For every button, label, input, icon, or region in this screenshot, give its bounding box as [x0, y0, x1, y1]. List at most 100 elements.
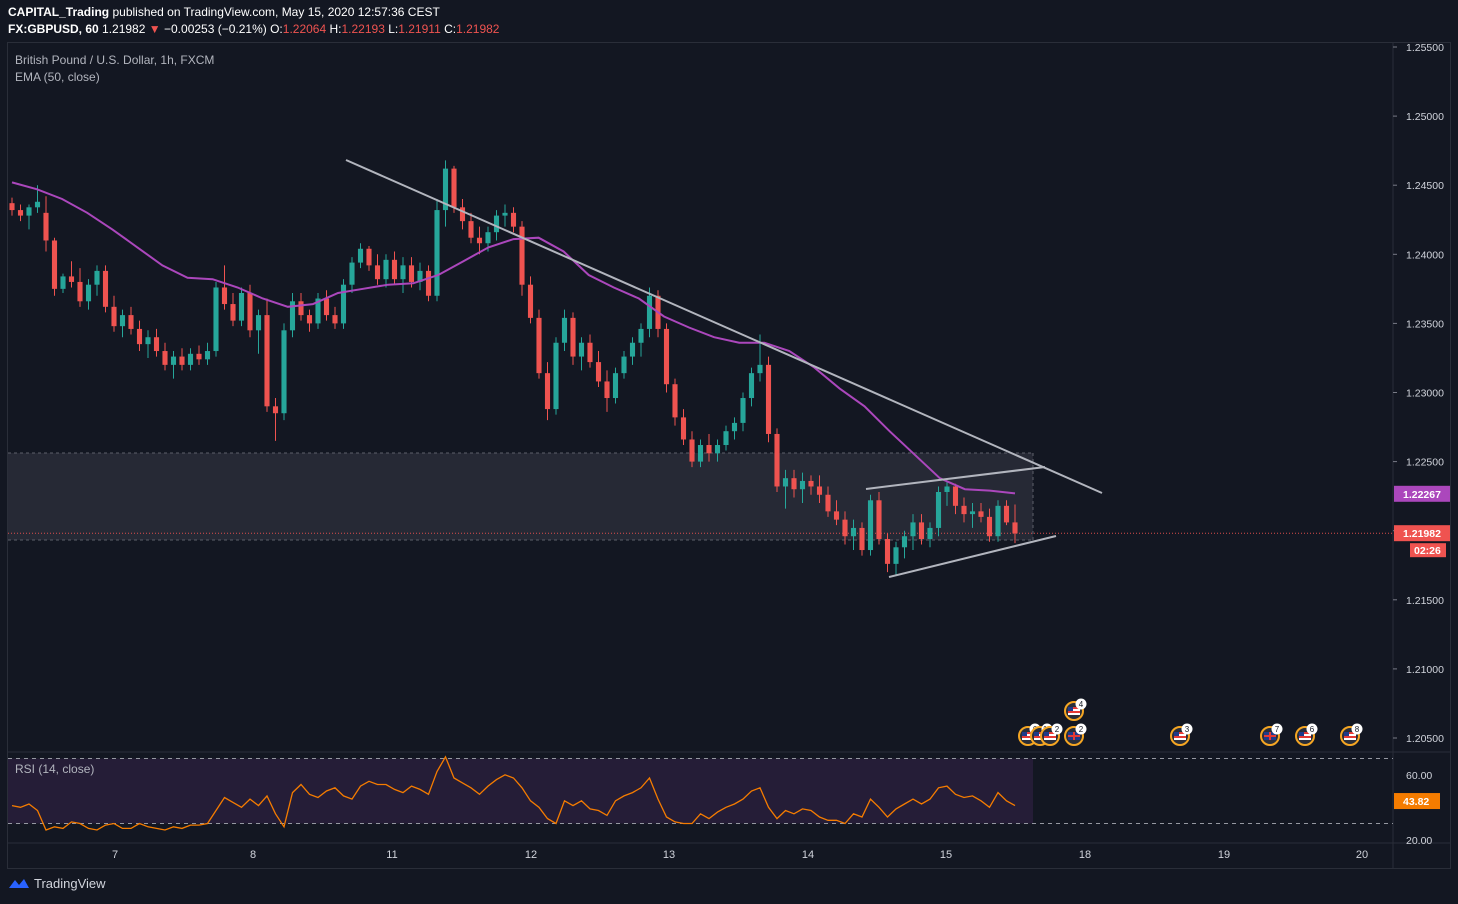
rsi-legend[interactable]: RSI (14, close)	[15, 762, 95, 776]
candle-body	[340, 284, 347, 324]
rsi-current-bg	[1394, 793, 1440, 810]
tradingview-footer[interactable]: TradingView	[8, 876, 106, 891]
high-label: H:	[329, 22, 342, 36]
rsi-tick-label: 20.00	[1406, 835, 1432, 847]
candle-body	[332, 315, 338, 324]
publisher-name[interactable]: CAPITAL_Trading	[8, 5, 110, 19]
candle-body	[782, 478, 789, 487]
candle-body	[136, 328, 143, 345]
us-flag-stripe	[1299, 732, 1311, 734]
time-tick-label: 19	[1218, 849, 1230, 861]
time-tick-label: 12	[525, 849, 537, 861]
time-tick-label: 7	[112, 849, 118, 861]
countdown-bg	[1410, 543, 1446, 558]
ema-price-label: 1.22267	[1403, 489, 1441, 501]
candle-body	[400, 265, 406, 280]
candle-body	[485, 232, 491, 244]
us-flag-stripe	[1174, 736, 1186, 738]
us-flag-canton	[1034, 732, 1039, 736]
event-count-badge	[1181, 723, 1193, 735]
candle-body	[170, 356, 177, 365]
candle-body	[255, 315, 262, 331]
event-count: 2	[1079, 725, 1084, 734]
candle-body	[60, 276, 66, 289]
candle-body	[978, 511, 984, 517]
us-flag-stripe	[1344, 736, 1356, 738]
candle-body	[901, 536, 908, 548]
down-arrow-icon: ▼	[148, 22, 161, 36]
candle-body	[162, 351, 168, 365]
candle-body	[850, 527, 857, 537]
price-tick-label: 1.24500	[1406, 180, 1444, 192]
candle-body	[952, 486, 959, 506]
candle-body	[425, 270, 432, 296]
candle-body	[927, 527, 933, 539]
candle-body	[68, 276, 75, 282]
price-tick-label: 1.22500	[1406, 457, 1444, 469]
candle-body	[383, 259, 389, 280]
candle-body	[264, 315, 270, 407]
candle-body	[34, 201, 41, 208]
candle-body	[689, 439, 695, 462]
wedge-lower-line	[888, 535, 1057, 578]
last-price: 1.21982	[102, 22, 146, 36]
us-flag-stripe	[1068, 707, 1080, 709]
candle-body	[374, 265, 381, 280]
candle-body	[791, 478, 797, 490]
candle-body	[604, 381, 610, 399]
candle-body	[612, 373, 619, 399]
candle-body	[876, 500, 882, 539]
us-flag-canton	[1022, 732, 1027, 736]
publish-info: CAPITAL_Trading published on TradingView…	[8, 5, 440, 19]
published-text: published on TradingView.com, May 15, 20…	[112, 5, 440, 19]
time-tick-label: 15	[940, 849, 952, 861]
candle-body	[714, 445, 721, 454]
candle-body	[969, 511, 976, 515]
us-flag-stripe	[1022, 736, 1034, 738]
candle-body	[646, 295, 653, 329]
price-tick-label: 1.23000	[1406, 388, 1444, 400]
candle-body	[553, 342, 559, 410]
candle-body	[85, 284, 92, 302]
candle-body	[561, 317, 568, 343]
ema-line	[11, 181, 1016, 495]
candle-body	[187, 353, 194, 365]
candle-body	[51, 240, 58, 289]
candle-body	[731, 422, 738, 432]
candle-body	[153, 337, 160, 352]
low-value: 1.21911	[398, 22, 441, 36]
candle-body	[757, 364, 763, 374]
candle-body	[961, 505, 967, 515]
candle-body	[578, 342, 585, 357]
candle-body	[468, 221, 474, 238]
candle-body	[306, 315, 313, 324]
us-flag-stripe	[1044, 732, 1056, 734]
time-tick-label: 20	[1356, 849, 1368, 861]
time-tick-label: 8	[250, 849, 256, 861]
chart-frame[interactable]	[7, 42, 1451, 869]
downtrend-line	[345, 159, 1103, 494]
candle-body	[918, 522, 925, 539]
candle-body	[944, 486, 950, 493]
ema-legend[interactable]: EMA (50, close)	[15, 70, 100, 84]
instrument-legend[interactable]: British Pound / U.S. Dollar, 1h, FXCM	[15, 53, 215, 67]
candle-body	[230, 304, 236, 321]
candle-body	[740, 398, 746, 423]
tradingview-logo-icon	[9, 878, 29, 888]
candle-body	[272, 406, 279, 414]
candle-body	[697, 445, 704, 462]
candle-body	[349, 262, 355, 285]
ema-price-label-bg	[1394, 485, 1450, 502]
candle-body	[910, 522, 916, 537]
time-tick-label: 14	[802, 849, 814, 861]
us-flag-canton	[1299, 732, 1304, 736]
candle-body	[247, 292, 253, 331]
us-flag-canton	[1068, 707, 1073, 711]
candle-body	[366, 248, 372, 266]
event-count: 2	[1055, 725, 1060, 734]
us-flag-stripe	[1174, 732, 1186, 734]
wedge-upper-line	[865, 466, 1046, 490]
gb-flag-cross	[1269, 732, 1271, 740]
candle-body	[391, 259, 398, 280]
